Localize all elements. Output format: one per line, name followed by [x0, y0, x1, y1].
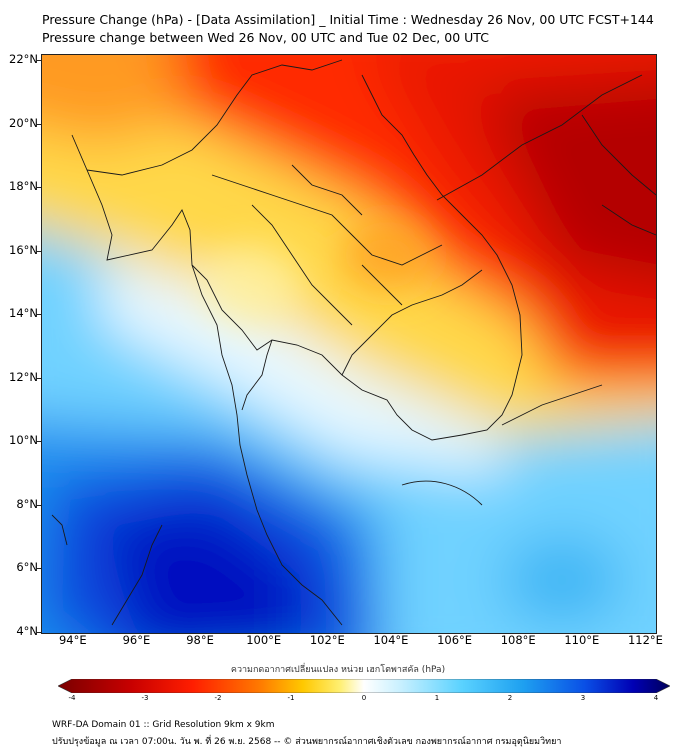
lon-label: 98°E [186, 633, 214, 647]
lon-label: 106°E [437, 633, 473, 647]
lon-label: 102°E [309, 633, 345, 647]
footer-domain-info: WRF-DA Domain 01 :: Grid Resolution 9km … [52, 720, 275, 730]
colorbar-tick-label: 1 [434, 694, 440, 702]
lat-tick [37, 250, 41, 252]
lat-label: 22°N [9, 52, 38, 67]
lat-tick [37, 187, 41, 189]
lon-label: 112°E [627, 633, 663, 647]
colorbar-ticks: -4 -3 -2 -1 0 1 2 3 4 [58, 692, 670, 706]
pressure-change-map [41, 54, 657, 634]
colorbar-tick-label: -1 [287, 694, 295, 702]
lat-label: 18°N [9, 179, 38, 194]
lat-label: 10°N [9, 433, 38, 448]
lat-tick [37, 60, 41, 62]
colorbar-tick-label: -3 [141, 694, 149, 702]
lon-label: 104°E [373, 633, 409, 647]
lon-label: 108°E [500, 633, 536, 647]
coastlines [51, 59, 656, 626]
lon-label: 94°E [58, 633, 87, 647]
colorbar-tick-label: 3 [580, 694, 586, 702]
lat-tick [37, 632, 41, 633]
lat-label: 8°N [16, 496, 38, 511]
lat-label: 20°N [9, 115, 38, 130]
lat-label: 6°N [16, 560, 38, 575]
lat-tick [37, 441, 41, 443]
pressure-field [42, 55, 656, 633]
colorbar-title: ความกดอากาศเปลี่ยนแปลง หน่วย เฮกโตพาสคัล… [230, 665, 446, 675]
lat-label: 4°N [16, 624, 38, 638]
lat-tick [37, 314, 41, 316]
lat-tick [37, 123, 41, 125]
lat-tick [37, 568, 41, 570]
colorbar-tick-label: -2 [214, 694, 222, 702]
lon-label: 96°E [122, 633, 151, 647]
colorbar-tick-label: -4 [68, 694, 76, 702]
colorbar-tick-label: 4 [653, 694, 659, 702]
lat-label: 14°N [9, 306, 38, 321]
colorbar [57, 678, 671, 694]
colorbar-tick-label: 2 [507, 694, 513, 702]
footer-credit: ปรับปรุงข้อมูล ณ เวลา 07:00น. วัน พ. ที่… [52, 737, 562, 747]
lon-label: 110°E [564, 633, 600, 647]
map-subtitle: Pressure change between Wed 26 Nov, 00 U… [42, 30, 489, 45]
lat-tick [37, 504, 41, 506]
lon-label: 100°E [246, 633, 282, 647]
lat-tick [37, 377, 41, 379]
map-title: Pressure Change (hPa) - [Data Assimilati… [42, 12, 654, 27]
colorbar-tick-label: 0 [361, 694, 367, 702]
lat-label: 12°N [9, 369, 38, 384]
lat-label: 16°N [9, 242, 38, 257]
